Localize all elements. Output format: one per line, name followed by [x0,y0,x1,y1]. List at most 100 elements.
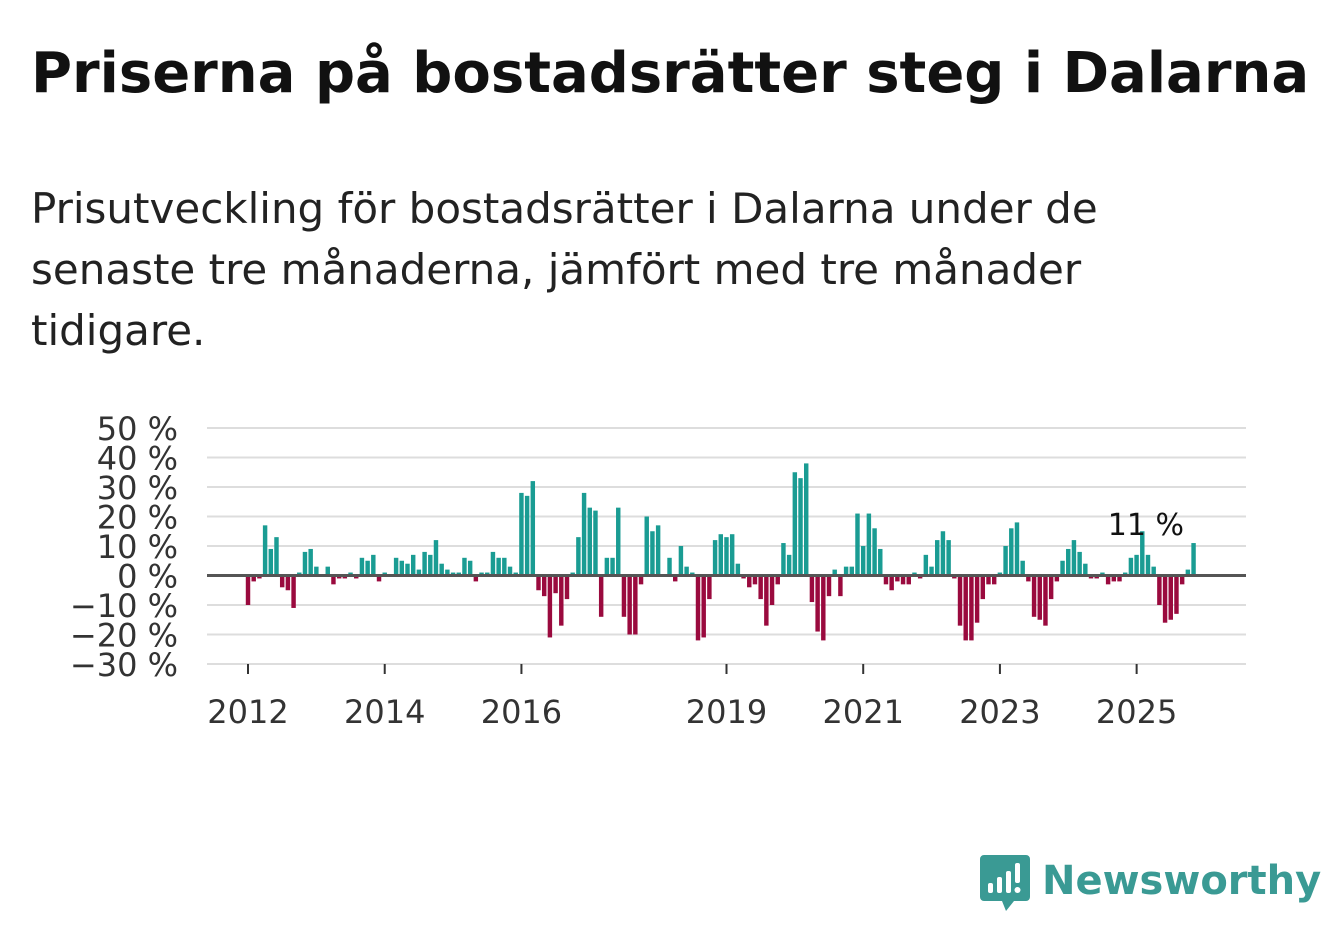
bar [541,575,547,597]
bar [929,566,934,576]
bar [849,566,855,576]
bar [410,554,416,576]
y-tick-label: 30 % [97,469,178,507]
bar [729,534,735,576]
bar [1151,566,1156,576]
bar [1077,551,1082,576]
newsworthy-logo[interactable]: Newsworthy [980,846,1321,916]
bar [365,560,370,576]
brand-name: Newsworthy [1042,858,1322,904]
bar [1066,548,1071,576]
bar [1185,569,1191,576]
bar [1179,575,1185,585]
bar [872,528,877,576]
bar [1060,560,1065,576]
y-tick-label: 10 % [97,528,178,566]
bar [701,575,706,638]
bar [428,554,433,576]
x-tick-label: 2019 [686,693,767,731]
bar [889,575,894,591]
bar [1037,575,1042,620]
x-tick-label: 2023 [959,693,1040,731]
x-tick-label: 2016 [481,693,562,731]
bar [245,575,251,605]
bar [792,472,798,576]
bar [758,575,763,600]
bar [633,575,638,635]
bar [399,560,405,576]
y-tick-label: −10 % [70,587,178,625]
bar [1048,575,1054,600]
bar [576,537,581,576]
x-tick-label: 2012 [207,693,288,731]
bar [866,513,872,576]
bar [524,495,530,576]
bar [507,566,513,576]
bar [764,575,769,626]
bar [559,575,564,626]
bar [695,575,701,641]
bar [547,575,553,638]
bar [963,575,968,641]
bar [621,575,627,617]
bar [957,575,963,626]
bar [644,516,649,576]
bar [843,566,849,576]
bar [678,546,684,576]
page-subtitle: Prisutveckling för bostadsrätter i Dalar… [31,184,1098,355]
bar [530,481,536,576]
bar [1105,575,1111,585]
y-tick-label: −20 % [70,617,178,655]
bar [969,575,974,641]
y-tick-label: 20 % [97,499,178,537]
bar [274,537,279,576]
bar [786,554,792,576]
bar [855,513,860,576]
bar [940,531,946,576]
bar [1043,575,1048,626]
bar [445,569,450,576]
bar [747,575,752,588]
bar [268,548,274,576]
bar [673,575,678,582]
bar [604,557,610,576]
bar-chart: 50 %40 %30 %20 %10 %0 %−10 %−20 %−30 % 2… [70,410,1246,731]
bar [467,560,473,576]
y-tick-label: 50 % [97,410,178,448]
bar [1054,575,1060,582]
bar [667,557,672,576]
bar [251,575,256,582]
bar [279,575,285,588]
bar [1117,575,1122,582]
bar [1111,575,1117,582]
bar [1071,540,1077,576]
y-tick-label: 0 % [117,558,178,596]
bar [405,563,410,576]
x-tick-label: 2025 [1096,693,1177,731]
bar [359,557,365,576]
bar [895,575,900,582]
bar [781,543,786,576]
bar [1134,554,1139,576]
y-axis-labels: 50 %40 %30 %20 %10 %0 %−10 %−20 %−30 % [70,410,178,684]
bar [473,575,479,582]
x-axis-ticks [247,664,1138,674]
bar [935,540,940,576]
bar [832,569,837,576]
bar [502,557,507,576]
bar [490,551,496,576]
bar [433,540,439,576]
bar [616,507,621,576]
bar [900,575,906,585]
bar [798,478,803,576]
bar [331,575,336,585]
bar [1168,575,1173,620]
bar [262,525,268,576]
bar [519,492,524,576]
bar [878,548,883,576]
bar [439,563,444,576]
bar [1026,575,1031,582]
bar [946,540,951,576]
bar [422,551,427,576]
bar [1031,575,1037,617]
